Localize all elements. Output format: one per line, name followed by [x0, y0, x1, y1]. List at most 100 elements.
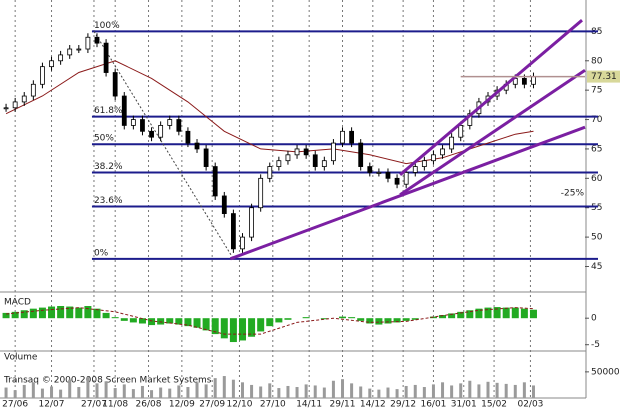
macd-bar — [466, 310, 474, 319]
y-tick-label: 70 — [591, 115, 603, 125]
macd-bar — [339, 316, 347, 319]
macd-bar — [493, 307, 501, 319]
macd-bar — [193, 318, 201, 328]
volume-bar — [304, 384, 308, 398]
x-tick-label: 27/10 — [260, 400, 286, 410]
macd-bar — [93, 308, 101, 319]
candle — [458, 125, 464, 138]
macd-bar — [266, 318, 274, 327]
y-tick-label: 65 — [591, 144, 602, 154]
y-tick-label: 60 — [591, 174, 603, 184]
fib-label: 100% — [94, 21, 120, 31]
y-tick-label: 75 — [591, 86, 602, 96]
x-tick-label: 29/12 — [390, 400, 416, 410]
volume-bar — [368, 388, 372, 398]
candle — [376, 172, 382, 174]
macd-bar — [384, 318, 392, 324]
candle — [194, 142, 200, 150]
x-tick-label: 26/08 — [136, 400, 162, 410]
macd-bar — [229, 318, 237, 343]
candle — [285, 154, 291, 162]
volume-bar — [68, 379, 72, 398]
macd-bar — [166, 318, 174, 324]
fib-label: 38.2% — [94, 162, 123, 172]
volume-bar — [522, 382, 526, 398]
volume-bar — [40, 388, 44, 398]
trendline — [229, 125, 586, 261]
volume-bar — [222, 376, 226, 398]
fib-label: 0% — [94, 248, 109, 258]
candle — [176, 119, 182, 132]
macd-bar — [57, 306, 65, 319]
candle — [431, 154, 436, 162]
volume-bar — [240, 382, 244, 398]
macd-bar — [402, 318, 410, 321]
candle — [312, 154, 318, 167]
candle — [276, 160, 282, 167]
volume-bar — [395, 389, 399, 398]
volume-bar — [86, 377, 90, 398]
macd-bar — [129, 318, 137, 323]
volume-bar — [186, 387, 190, 398]
macd-bar — [66, 306, 74, 319]
candle — [258, 177, 264, 209]
volume-bar — [231, 379, 235, 398]
macd-bar — [211, 318, 219, 335]
macd-bar — [357, 318, 365, 321]
volume-bar — [359, 386, 363, 398]
macd-bar — [348, 317, 356, 319]
y-tick-label: 80 — [591, 56, 603, 66]
x-tick-label: 14/11 — [296, 400, 322, 410]
volume-bar — [277, 388, 281, 398]
panel-title: MACD — [4, 298, 31, 308]
macd-bar — [393, 318, 401, 323]
macd-bar — [138, 318, 146, 324]
macd-bar — [238, 318, 246, 341]
volume-bar — [431, 384, 435, 398]
candle — [349, 130, 355, 144]
macd-bar — [320, 318, 328, 320]
candle — [167, 119, 173, 126]
candle — [185, 130, 191, 144]
candle — [203, 148, 209, 167]
candle — [130, 119, 136, 126]
y-tick-label: 45 — [591, 262, 602, 272]
volume-bar — [513, 384, 517, 398]
macd-bar — [484, 307, 492, 319]
volume-bar — [377, 389, 381, 398]
macd-bar — [439, 315, 447, 319]
macd-bar — [11, 311, 19, 319]
macd-bar — [20, 310, 28, 319]
candle — [249, 207, 254, 238]
volume-bar — [441, 382, 445, 398]
volume-bar — [313, 385, 317, 398]
candle — [30, 83, 36, 97]
macd-bar — [157, 318, 165, 325]
fib-label: 61.8% — [94, 106, 123, 116]
candle — [158, 125, 164, 138]
x-tick-label: 11/08 — [102, 400, 128, 410]
volume-bar — [531, 385, 535, 398]
macd-bar — [75, 307, 83, 319]
volume-bar — [486, 381, 490, 398]
candle — [149, 130, 154, 138]
volume-bar — [159, 387, 163, 398]
candle — [85, 36, 91, 50]
fib-label: 50% — [94, 134, 114, 144]
candle — [385, 172, 391, 179]
volume-bar — [404, 385, 408, 398]
macd-bar — [284, 318, 292, 320]
last-price-label: 77.31 — [591, 72, 617, 82]
volume-bar — [22, 384, 26, 398]
volume-bar — [104, 381, 108, 398]
macd-bar — [248, 318, 256, 337]
fib-label: 23.6% — [94, 196, 123, 206]
candle — [76, 48, 82, 51]
panel-title: Volume — [4, 353, 38, 363]
candle — [12, 101, 18, 109]
footer: Transaq © 2000-2008 Screen Market System… — [3, 376, 212, 386]
macd-bar — [29, 308, 37, 319]
x-tick-label: 27/09 — [199, 400, 225, 410]
